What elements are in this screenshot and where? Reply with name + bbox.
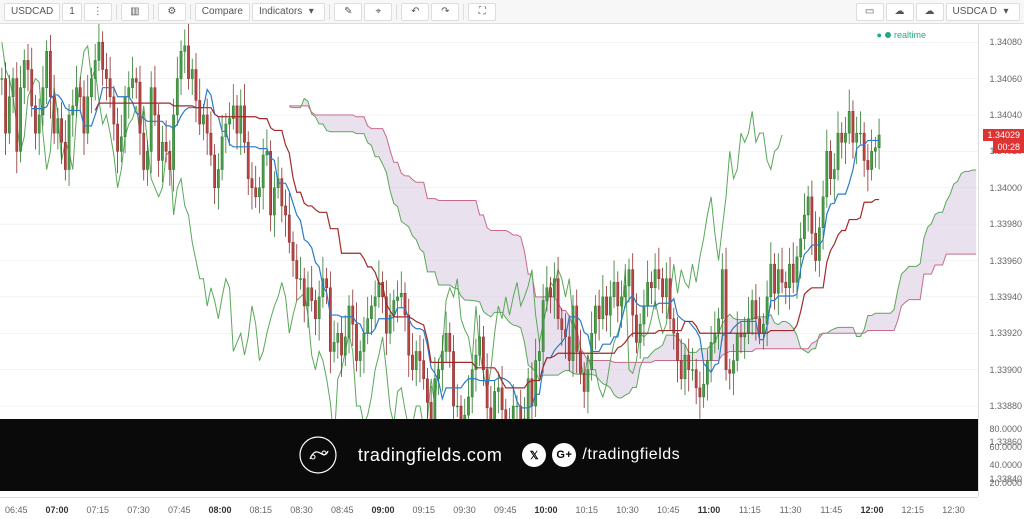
time-tick: 07:00 [46,505,69,515]
cloud-down-icon[interactable]: ☁ [886,3,914,21]
indicators-button[interactable]: Indicators ▾ [252,3,325,21]
time-tick: 10:45 [657,505,680,515]
time-tick: 07:30 [127,505,150,515]
interval-selector[interactable]: 1 [62,3,82,21]
cloud-up-icon[interactable]: ☁ [916,3,944,21]
watermark-banner: tradingfields.com 𝕏 G+ /tradingfields [0,419,978,491]
price-tick: 1.33940 [989,292,1022,302]
undo-icon[interactable]: ↶ [401,3,429,21]
price-tick: 1.34000 [989,183,1022,193]
chart-style-icon[interactable]: ▥ [121,3,149,21]
time-tick: 09:30 [453,505,476,515]
compare-label: Compare [202,6,243,17]
chevron-down-icon: ▾ [304,5,318,19]
watermark-logo-icon [298,435,338,475]
right-symbol-label: USDCA D [953,6,997,17]
price-tick: 1.34040 [989,110,1022,120]
time-tick: 08:45 [331,505,354,515]
layout-icon[interactable]: ▭ [856,3,884,21]
price-tick: 1.34060 [989,74,1022,84]
time-tick: 10:30 [616,505,639,515]
chart-area: ● realtime 1.338401.338601.338801.339001… [0,24,1024,519]
lower-axis-tick: 20.0000 [989,478,1022,488]
time-tick: 07:15 [87,505,110,515]
time-tick: 11:30 [780,505,802,515]
time-tick: 07:45 [168,505,191,515]
time-tick: 06:45 [5,505,28,515]
more-interval-icon[interactable]: ⋮ [84,3,112,21]
twitter-icon: 𝕏 [522,443,546,467]
price-tick: 1.34080 [989,37,1022,47]
price-tick: 1.33960 [989,256,1022,266]
time-tick: 08:15 [250,505,273,515]
price-tick: 1.33980 [989,219,1022,229]
lower-axis-tick: 40.0000 [989,460,1022,470]
time-tick: 09:45 [494,505,517,515]
interval-label: 1 [69,6,75,17]
price-tick: 1.33880 [989,401,1022,411]
drawing-tool-icon[interactable]: ✎ [334,3,362,21]
watermark-site: tradingfields.com [358,445,503,466]
indicators-label: Indicators [259,6,302,17]
price-tick: 1.33920 [989,328,1022,338]
chevron-down-icon: ▾ [999,5,1013,19]
time-tick: 11:45 [820,505,842,515]
symbol-selector[interactable]: USDCAD [4,3,60,21]
time-tick: 11:15 [739,505,761,515]
time-axis[interactable]: 06:45 07:00 07:15 07:30 07:45 08:00 08:15 08:30… [0,497,978,519]
time-tick: 09:00 [372,505,395,515]
right-symbol-selector[interactable]: USDCA D ▾ [946,3,1020,21]
time-tick: 10:00 [535,505,558,515]
gplus-icon: G+ [552,443,576,467]
fullscreen-icon[interactable]: ⛶ [468,3,496,21]
time-tick: 11:00 [698,505,721,515]
watermark-handle: /tradingfields [582,446,680,464]
realtime-label: realtime [894,30,926,40]
lower-axis-tick: 60.0000 [989,442,1022,452]
time-tick: 12:15 [902,505,925,515]
time-tick: 10:15 [576,505,599,515]
toolbar: USDCAD 1 ⋮ ▥ ⚙ Compare Indicators ▾ ✎ ⌖ … [0,0,1024,24]
redo-icon[interactable]: ↷ [431,3,459,21]
magnet-icon[interactable]: ⌖ [364,3,392,21]
lower-axis-tick: 80.0000 [989,424,1022,434]
time-tick: 08:30 [290,505,313,515]
symbol-label: USDCAD [11,6,53,17]
current-price-badge: 1.34029 [983,129,1024,141]
time-tick: 12:00 [861,505,884,515]
time-tick: 08:00 [209,505,232,515]
compare-button[interactable]: Compare [195,3,250,21]
price-tick: 1.33900 [989,365,1022,375]
realtime-indicator: ● realtime [877,30,926,40]
price-axis[interactable]: 1.338401.338601.338801.339001.339201.339… [978,24,1024,497]
realtime-dot-icon [885,32,891,38]
time-tick: 09:15 [413,505,436,515]
settings-icon[interactable]: ⚙ [158,3,186,21]
time-tick: 12:30 [942,505,965,515]
countdown-badge: 00:28 [993,141,1024,153]
